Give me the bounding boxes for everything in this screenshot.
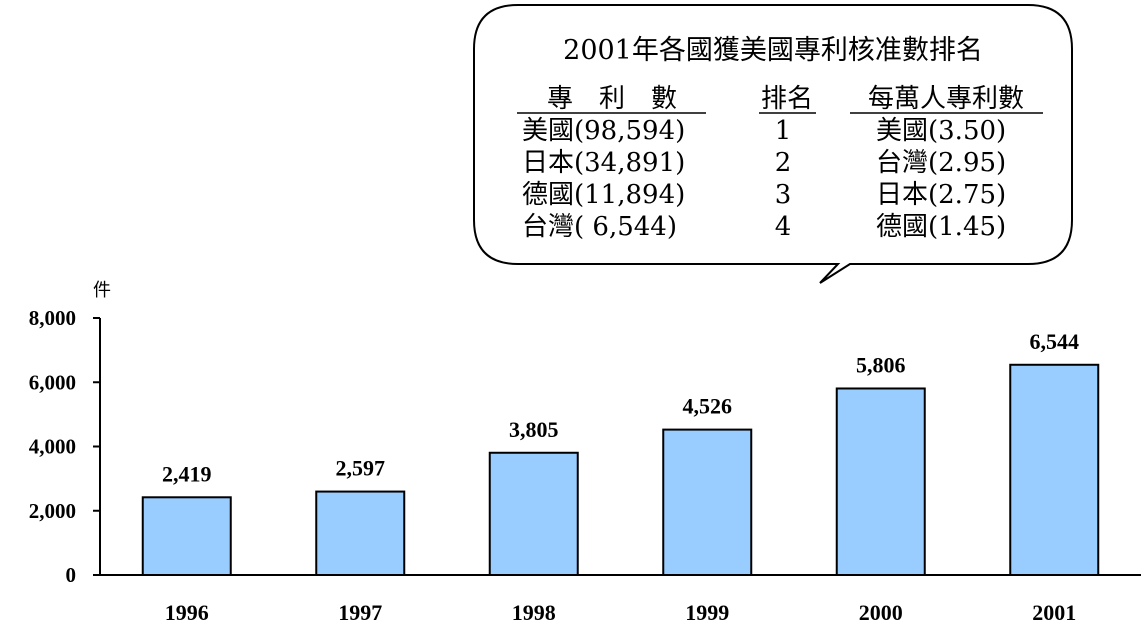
bar-value-label: 2,419 xyxy=(162,461,212,486)
callout-row-3-patents: 德國(11,894) xyxy=(522,180,685,210)
callout-header-per-capita: 每萬人專利數 xyxy=(868,84,1024,114)
x-category-label: 2001 xyxy=(1032,600,1076,625)
callout-row-2-patents: 日本(34,891) xyxy=(522,148,685,178)
y-tick-label: 4,000 xyxy=(29,435,76,459)
bar-value-label: 2,597 xyxy=(336,456,386,481)
bar xyxy=(1009,363,1100,576)
x-category-label: 1996 xyxy=(165,600,209,625)
y-unit-label: 件 xyxy=(93,280,111,301)
x-category-label: 1998 xyxy=(512,600,556,625)
callout-header-rank: 排名 xyxy=(761,84,813,114)
bar-value-labels: 2,419 2,597 3,805 4,526 5,806 6,544 xyxy=(162,329,1079,487)
bar-value-label: 4,526 xyxy=(683,394,733,419)
callout-bubble xyxy=(473,4,1073,284)
callout-row-3-rank: 3 xyxy=(775,180,792,210)
bar xyxy=(488,451,579,576)
y-tick-label: 0 xyxy=(66,563,77,587)
bar xyxy=(141,496,232,576)
callout-row-2-rank: 2 xyxy=(775,148,792,178)
bar xyxy=(315,490,406,577)
bar-value-label: 3,805 xyxy=(509,417,559,442)
callout-title: 2001年各國獲美國專利核准數排名 xyxy=(563,35,983,66)
callout-header-patents: 專 利 數 xyxy=(547,84,677,114)
callout-row-4-rank: 4 xyxy=(775,212,792,242)
y-tick-label: 6,000 xyxy=(29,370,76,394)
x-category-label: 2000 xyxy=(859,600,903,625)
y-tick-label: 8,000 xyxy=(29,306,76,330)
bar-value-label: 5,806 xyxy=(856,352,906,377)
x-category-labels: 1996 1997 1998 1999 2000 2001 xyxy=(165,600,1077,625)
callout-row-1-per-capita: 美國(3.50) xyxy=(876,116,1006,146)
callout-row-2-per-capita: 台灣(2.95) xyxy=(876,148,1006,178)
callout-row-4-patents: 台灣( 6,544) xyxy=(522,212,677,242)
bar xyxy=(835,387,926,576)
y-ticks: 0 2,000 4,000 6,000 8,000 xyxy=(29,306,100,587)
bar-value-label: 6,544 xyxy=(1030,329,1080,354)
callout-row-1-patents: 美國(98,594) xyxy=(522,116,685,146)
bars xyxy=(141,363,1100,577)
callout-row-4-per-capita: 德國(1.45) xyxy=(876,212,1006,242)
x-category-label: 1997 xyxy=(338,600,382,625)
bar xyxy=(662,428,753,577)
callout-row-3-per-capita: 日本(2.75) xyxy=(876,180,1006,210)
y-tick-label: 2,000 xyxy=(29,499,76,523)
callout-row-1-rank: 1 xyxy=(775,116,792,146)
x-category-label: 1999 xyxy=(685,600,729,625)
